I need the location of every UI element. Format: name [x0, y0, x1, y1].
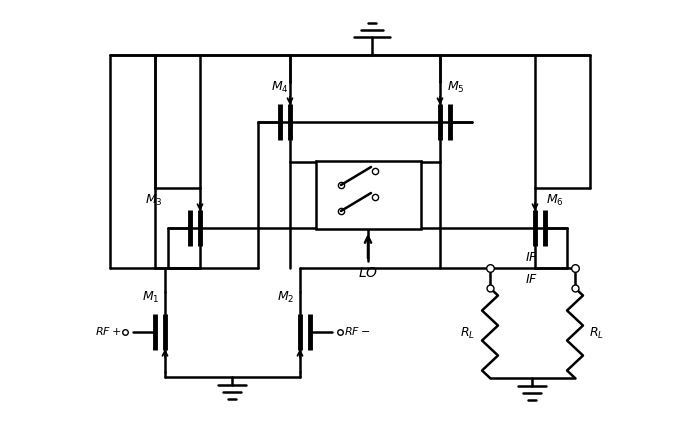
- Text: $RF+$: $RF+$: [94, 325, 121, 337]
- Text: $R_L$: $R_L$: [590, 325, 605, 341]
- Text: $M_5$: $M_5$: [447, 79, 465, 95]
- Text: $IF$: $IF$: [526, 251, 539, 264]
- Text: $M_2$: $M_2$: [277, 290, 295, 305]
- Text: $IF$: $IF$: [526, 273, 539, 286]
- Text: $R_L$: $R_L$: [460, 325, 476, 341]
- Text: $M_3$: $M_3$: [145, 192, 163, 208]
- Text: $M_6$: $M_6$: [546, 192, 564, 208]
- Text: $M_4$: $M_4$: [271, 79, 289, 95]
- Bar: [316, 161, 421, 229]
- Text: $M_1$: $M_1$: [142, 290, 160, 305]
- Text: $LO$: $LO$: [358, 266, 378, 280]
- Text: $RF-$: $RF-$: [344, 325, 371, 337]
